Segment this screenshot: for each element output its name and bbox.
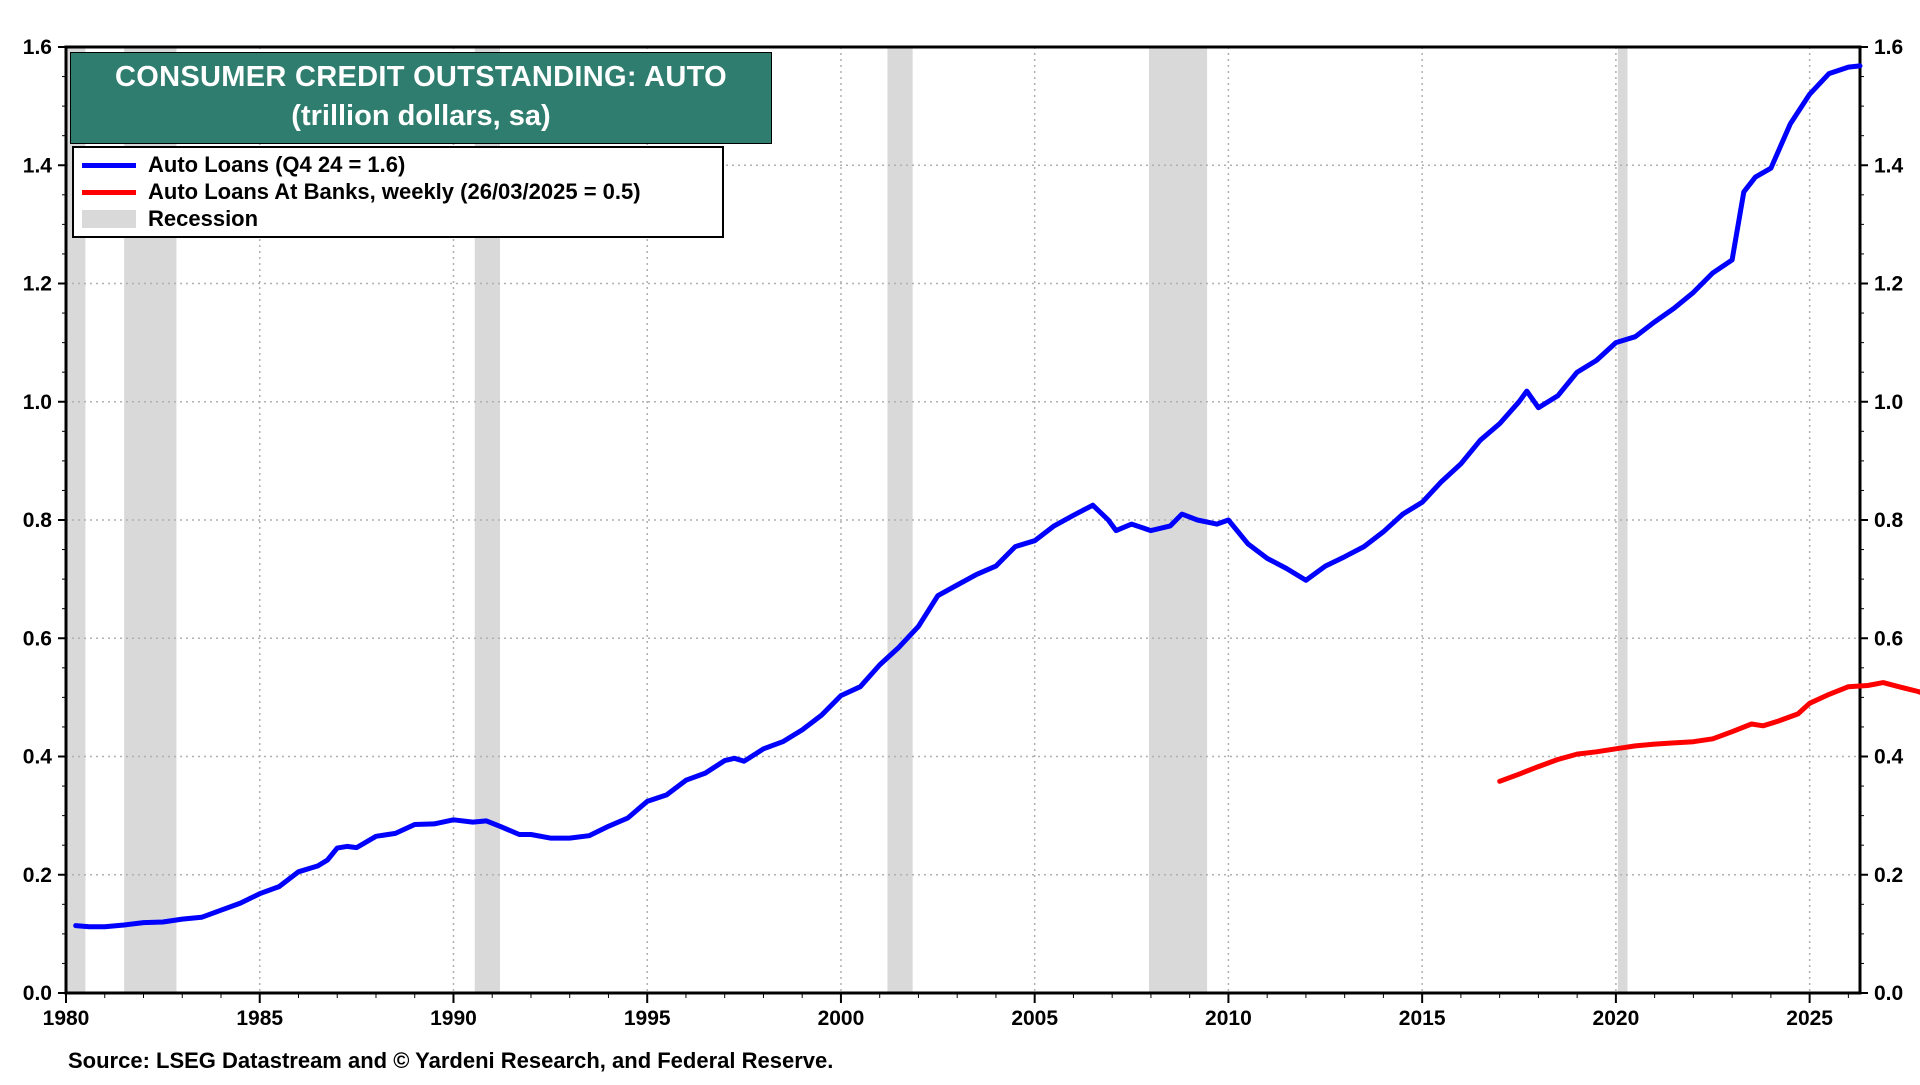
chart-subtitle: (trillion dollars, sa): [291, 100, 551, 132]
recession-band: [1617, 47, 1628, 993]
y-tick-label-left: 1.4: [23, 154, 53, 177]
x-tick-label: 2010: [1205, 1007, 1252, 1030]
y-tick-label-left: 0.8: [23, 509, 53, 532]
y-tick-label-right: 0.6: [1874, 627, 1903, 650]
y-tick-label-right: 1.4: [1874, 154, 1904, 177]
y-tick-label-right: 0.2: [1874, 864, 1903, 887]
legend-item-auto-loans: Auto Loans (Q4 24 = 1.6): [82, 152, 405, 178]
y-tick-label-right: 1.6: [1874, 36, 1903, 59]
legend-swatch-auto-loans: [82, 162, 136, 168]
x-tick-label: 2015: [1399, 1007, 1446, 1030]
series-line-auto-loans-at-banks: [1497, 680, 1920, 784]
legend-swatch-recession: [82, 210, 136, 228]
y-tick-label-left: 0.2: [23, 864, 52, 887]
legend-item-auto-loans-banks: Auto Loans At Banks, weekly (26/03/2025 …: [82, 179, 641, 205]
y-tick-label-right: 0.0: [1874, 982, 1903, 1005]
legend-label-auto-loans: Auto Loans (Q4 24 = 1.6): [148, 152, 406, 177]
chart-title-box: CONSUMER CREDIT OUTSTANDING: AUTO (trill…: [70, 52, 772, 144]
recession-band: [66, 47, 86, 993]
source-note: Source: LSEG Datastream and © Yardeni Re…: [68, 1048, 834, 1073]
y-tick-label-right: 0.8: [1874, 509, 1904, 532]
y-tick-label-left: 0.0: [23, 982, 52, 1005]
legend-item-recession: Recession: [82, 206, 258, 232]
x-tick-label: 2005: [1011, 1007, 1058, 1030]
series-line-auto-loans: [73, 63, 1863, 930]
y-tick-label-right: 1.2: [1874, 273, 1903, 296]
legend: Auto Loans (Q4 24 = 1.6) Auto Loans At B…: [72, 146, 724, 238]
y-tick-label-left: 0.6: [23, 627, 52, 650]
chart-title: CONSUMER CREDIT OUTSTANDING: AUTO: [115, 61, 727, 93]
legend-label-auto-loans-banks: Auto Loans At Banks, weekly (26/03/2025 …: [148, 179, 641, 204]
x-tick-label: 2000: [818, 1007, 865, 1030]
x-tick-label: 2020: [1593, 1007, 1640, 1030]
y-tick-label-left: 1.6: [23, 36, 52, 59]
y-tick-label-right: 1.0: [1874, 391, 1903, 414]
y-tick-label-left: 1.2: [23, 273, 52, 296]
x-tick-label: 2025: [1786, 1007, 1833, 1030]
x-tick-label: 1985: [236, 1007, 283, 1030]
x-tick-label: 1995: [624, 1007, 671, 1030]
y-tick-label-left: 1.0: [23, 391, 52, 414]
y-tick-label-left: 0.4: [23, 746, 53, 769]
legend-swatch-auto-loans-banks: [82, 189, 136, 195]
x-tick-label: 1990: [430, 1007, 477, 1030]
y-tick-label-right: 0.4: [1874, 746, 1904, 769]
x-tick-label: 1980: [43, 1007, 90, 1030]
legend-label-recession: Recession: [148, 206, 259, 231]
